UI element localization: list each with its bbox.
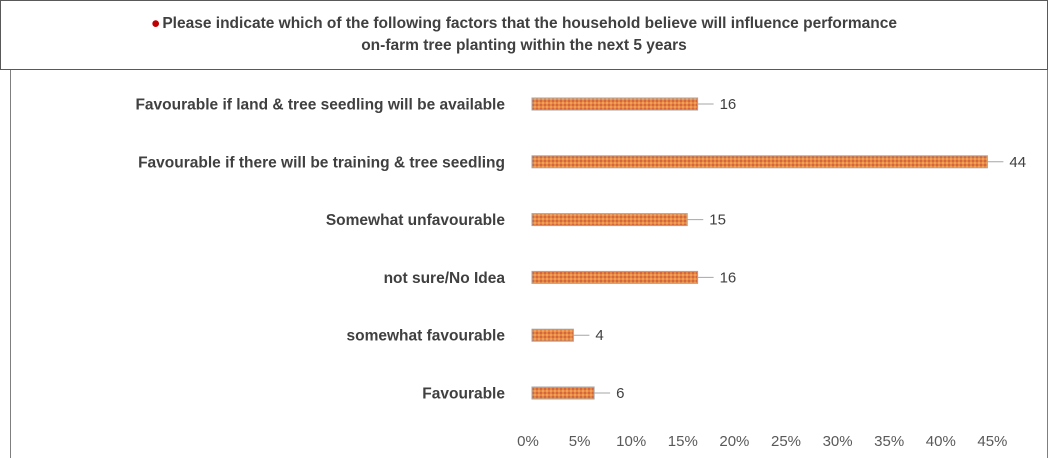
bar-1 bbox=[531, 155, 988, 169]
category-labels-group: Favourable if land & tree seedling will … bbox=[135, 97, 505, 403]
bar-2 bbox=[531, 213, 688, 227]
bars-group bbox=[531, 97, 988, 400]
x-tick-label-7: 35% bbox=[874, 433, 904, 450]
bar-0 bbox=[531, 97, 699, 111]
chart-title-box: ● Please indicate which of the following … bbox=[0, 0, 1048, 70]
data-label-3: 16 bbox=[720, 269, 737, 286]
bar-5 bbox=[531, 386, 595, 400]
category-label-0: Favourable if land & tree seedling will … bbox=[135, 97, 505, 114]
category-label-2: Somewhat unfavourable bbox=[326, 212, 506, 229]
bar-3 bbox=[531, 270, 699, 284]
frame-left-border bbox=[10, 70, 11, 458]
x-tick-label-5: 25% bbox=[771, 433, 801, 450]
frame-right-border bbox=[1047, 70, 1048, 458]
data-label-2: 15 bbox=[709, 212, 726, 229]
data-label-5: 6 bbox=[616, 385, 624, 402]
x-tick-label-9: 45% bbox=[977, 433, 1007, 450]
data-label-1: 44 bbox=[1009, 154, 1026, 171]
chart-title-text-1: Please indicate which of the following f… bbox=[162, 15, 898, 32]
x-tick-label-1: 5% bbox=[569, 433, 591, 450]
x-tick-label-8: 40% bbox=[926, 433, 956, 450]
x-tick-label-4: 20% bbox=[719, 433, 749, 450]
category-label-4: somewhat favourable bbox=[347, 328, 506, 345]
data-label-0: 16 bbox=[720, 96, 737, 113]
category-label-1: Favourable if there will be training & t… bbox=[138, 154, 505, 171]
x-tick-label-6: 30% bbox=[823, 433, 853, 450]
bar-4 bbox=[531, 328, 574, 342]
title-bullet-icon: ● bbox=[150, 15, 161, 32]
category-label-5: Favourable bbox=[422, 386, 505, 403]
x-tick-label-2: 10% bbox=[616, 433, 646, 450]
data-labels-group: 16 44 15 16 4 6 bbox=[595, 96, 1026, 402]
chart-title-line-2: on-farm tree planting within the next 5 … bbox=[361, 37, 687, 54]
leader-lines-group bbox=[573, 103, 1004, 394]
category-label-3: not sure/No Idea bbox=[384, 270, 506, 287]
x-tick-labels-group: 0% 5% 10% 15% 20% 25% 30% 35% 40% 45% bbox=[517, 433, 1007, 450]
data-label-4: 4 bbox=[595, 327, 603, 344]
x-tick-label-3: 15% bbox=[668, 433, 698, 450]
chart-title-line-1: ● Please indicate which of the following … bbox=[151, 13, 897, 35]
x-tick-label-0: 0% bbox=[517, 433, 539, 450]
